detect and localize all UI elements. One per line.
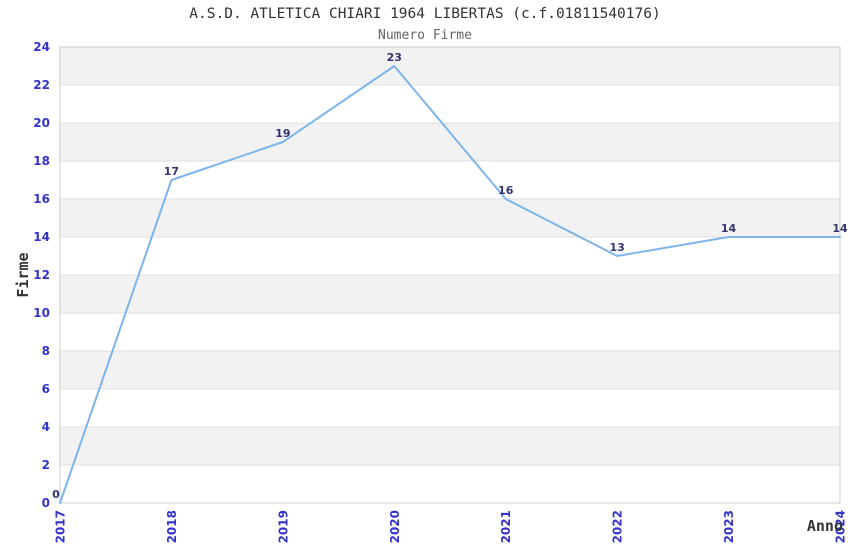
y-tick-label: 0 [42, 496, 50, 510]
x-tick-label: 2021 [499, 510, 513, 543]
chart-title: A.S.D. ATLETICA CHIARI 1964 LIBERTAS (c.… [189, 6, 661, 22]
y-tick-label: 10 [33, 306, 50, 320]
data-label: 0 [52, 488, 60, 501]
chart-subtitle: Numero Firme [378, 28, 472, 43]
y-tick-label: 6 [42, 382, 50, 396]
plot-border [59, 46, 841, 504]
x-tick-label: 2023 [722, 510, 736, 543]
plot-band [60, 123, 840, 161]
data-label: 14 [721, 222, 737, 235]
x-tick-label: 2017 [54, 510, 68, 543]
x-tick-label: 2019 [276, 510, 290, 543]
y-tick-label: 4 [42, 420, 50, 434]
data-label: 19 [275, 127, 290, 140]
y-tick-label: 2 [42, 458, 50, 472]
x-tick-label: 2020 [388, 510, 402, 543]
plot-band [60, 427, 840, 465]
x-tick-label: 2024 [834, 510, 848, 543]
y-tick-label: 16 [33, 192, 50, 206]
data-line [59, 65, 841, 504]
data-label: 16 [498, 184, 514, 197]
y-tick-label: 8 [42, 344, 50, 358]
y-axis-title: Firme [14, 252, 32, 297]
data-label: 13 [609, 241, 624, 254]
y-tick-label: 12 [33, 268, 50, 282]
plot-band [60, 199, 840, 237]
x-tick-label: 2022 [611, 510, 625, 543]
x-tick-label: 2018 [165, 510, 179, 543]
y-tick-label: 18 [33, 154, 50, 168]
data-label: 17 [164, 165, 179, 178]
y-tick-label: 20 [33, 116, 50, 130]
y-tick-label: 14 [33, 230, 50, 244]
data-label: 14 [832, 222, 848, 235]
y-tick-label: 22 [33, 78, 50, 92]
y-tick-label: 24 [33, 40, 50, 54]
plot-band [60, 351, 840, 389]
x-axis-title: Anno [807, 517, 843, 535]
data-label: 23 [387, 51, 402, 64]
plot-band [60, 47, 840, 85]
plot-band [60, 275, 840, 313]
